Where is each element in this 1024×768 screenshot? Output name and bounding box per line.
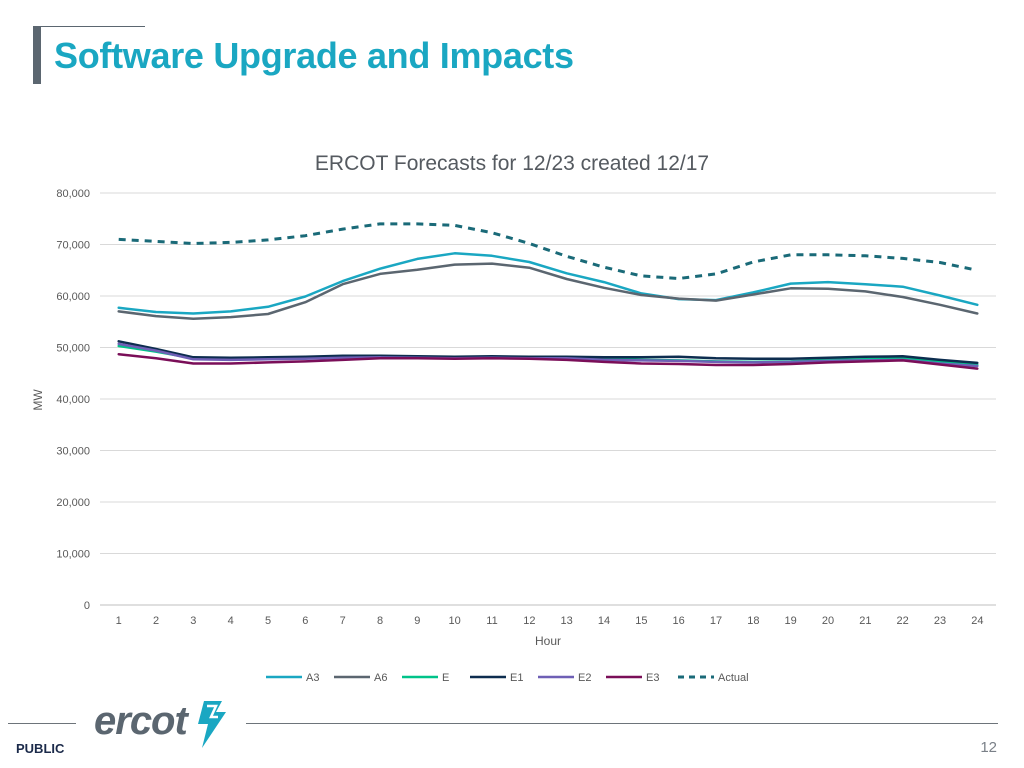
footer-public-label: PUBLIC — [16, 741, 65, 756]
ercot-logo: ercot — [94, 699, 226, 748]
legend-item-actual: Actual — [678, 672, 749, 684]
x-tick-label: 14 — [598, 615, 610, 627]
title-accent-bar — [33, 26, 41, 84]
legend-label: Actual — [718, 672, 749, 684]
lightning-star-icon — [198, 701, 226, 748]
x-tick-label: 9 — [414, 615, 420, 627]
x-tick-label: 19 — [785, 615, 797, 627]
svg-text:ercot: ercot — [94, 699, 189, 743]
x-tick-label: 8 — [377, 615, 383, 627]
legend-item-a6: A6 — [334, 672, 387, 684]
chart-legend: A3 A6 E E1 E2 E3 Actual — [266, 672, 749, 684]
chart-title: ERCOT Forecasts for 12/23 created 12/17 — [315, 152, 709, 175]
y-tick-label: 10,000 — [56, 549, 90, 561]
chart-series — [117, 222, 979, 370]
x-tick-label: 6 — [302, 615, 308, 627]
y-tick-label: 80,000 — [56, 188, 90, 200]
legend-label: E2 — [578, 672, 591, 684]
page-number: 12 — [980, 739, 997, 756]
series-line-a3 — [117, 252, 979, 315]
x-tick-label: 2 — [153, 615, 159, 627]
series-line-actual — [118, 222, 978, 280]
legend-item-e3: E3 — [606, 672, 659, 684]
y-tick-label: 30,000 — [56, 446, 90, 458]
legend-label: E — [442, 672, 449, 684]
x-axis-label: Hour — [535, 634, 561, 648]
footer-rule-left — [8, 723, 76, 724]
x-tick-label: 3 — [190, 615, 196, 627]
legend-label: E1 — [510, 672, 523, 684]
x-tick-label: 11 — [486, 615, 497, 627]
y-tick-label: 70,000 — [56, 240, 90, 252]
x-tick-label: 18 — [747, 615, 759, 627]
x-tick-label: 1 — [116, 615, 122, 627]
y-tick-label: 60,000 — [56, 291, 90, 303]
x-tick-label: 7 — [340, 615, 346, 627]
footer-rule-right — [246, 723, 998, 724]
x-tick-label: 16 — [673, 615, 685, 627]
slide-title: Software Upgrade and Impacts — [54, 35, 574, 76]
chart-gridlines — [100, 192, 996, 606]
y-tick-label: 40,000 — [56, 394, 90, 406]
x-tick-label: 10 — [449, 615, 461, 627]
legend-item-a3: A3 — [266, 672, 319, 684]
x-tick-label: 15 — [635, 615, 647, 627]
chart-axes: 0 10,000 20,000 30,000 40,000 50,000 60,000 70,… — [56, 188, 983, 627]
legend-item-e: E — [402, 672, 449, 684]
y-axis-label: MW — [31, 389, 45, 411]
x-tick-label: 13 — [561, 615, 573, 627]
legend-label: A3 — [306, 672, 319, 684]
series-line-e3 — [117, 352, 979, 370]
legend-item-e1: E1 — [470, 672, 523, 684]
x-tick-label: 23 — [934, 615, 946, 627]
y-tick-label: 50,000 — [56, 343, 90, 355]
y-tick-label: 0 — [84, 600, 90, 612]
x-tick-label: 5 — [265, 615, 271, 627]
legend-item-e2: E2 — [538, 672, 591, 684]
title-top-rule — [41, 26, 145, 27]
x-tick-label: 20 — [822, 615, 834, 627]
x-tick-label: 12 — [523, 615, 535, 627]
x-tick-label: 24 — [971, 615, 983, 627]
x-tick-label: 17 — [710, 615, 722, 627]
series-line-a6 — [117, 262, 979, 320]
legend-label: A6 — [374, 672, 387, 684]
x-tick-label: 21 — [859, 615, 871, 627]
legend-label: E3 — [646, 672, 659, 684]
x-tick-label: 22 — [897, 615, 909, 627]
y-tick-label: 20,000 — [56, 497, 90, 509]
x-tick-label: 4 — [228, 615, 234, 627]
series-line-e1 — [117, 340, 979, 365]
